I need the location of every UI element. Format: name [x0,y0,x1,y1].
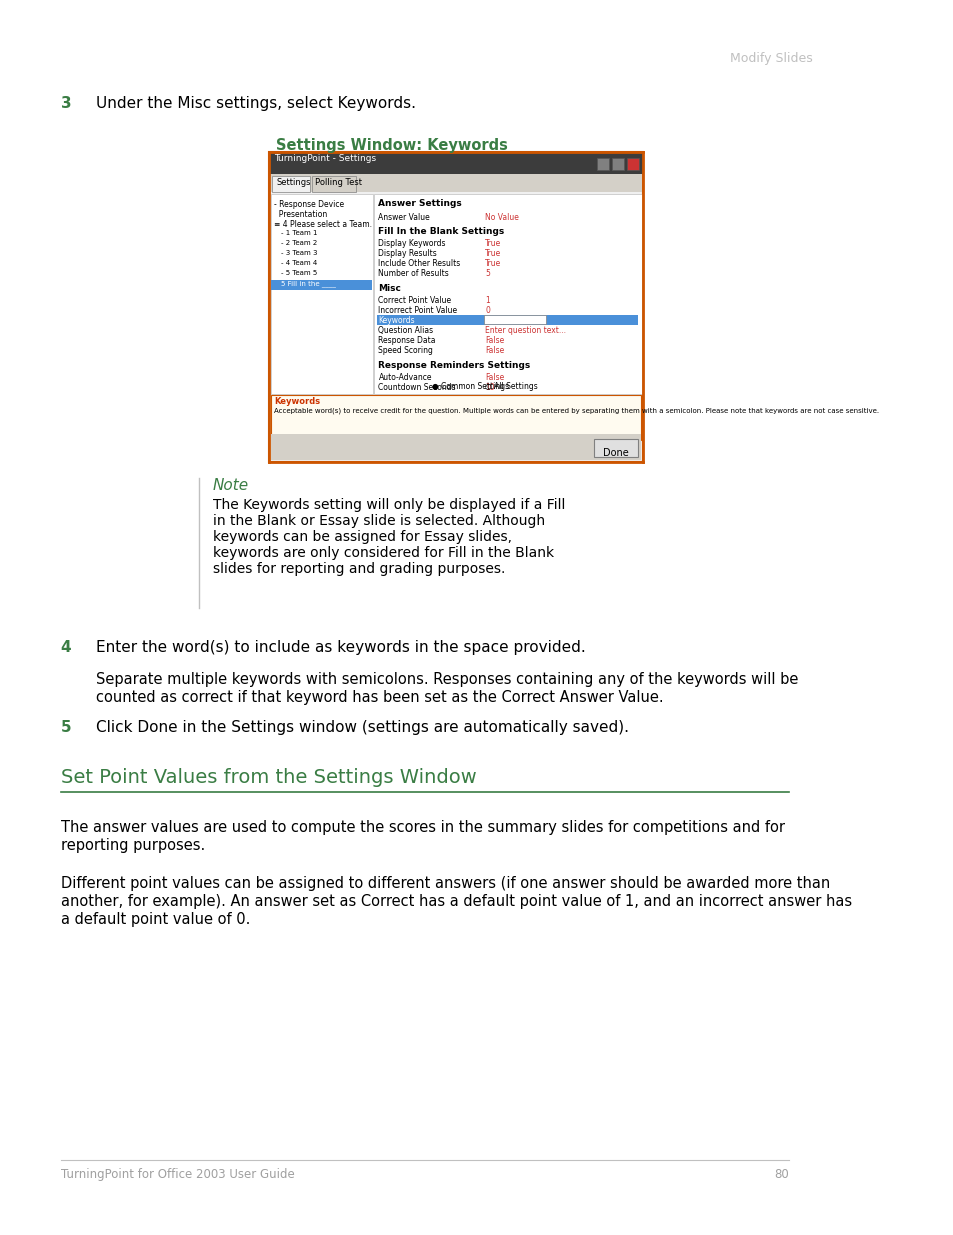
Text: True: True [485,259,501,268]
Text: Answer Settings: Answer Settings [378,199,461,207]
Text: 3: 3 [60,96,71,111]
Text: TurningPoint for Office 2003 User Guide: TurningPoint for Office 2003 User Guide [60,1168,294,1181]
Bar [374,194,641,394]
Text: ≡ 4 Please select a Team.: ≡ 4 Please select a Team. [274,220,372,228]
Text: Modify Slides: Modify Slides [729,52,812,65]
Bar [271,280,372,290]
Text: - 5 Team 5: - 5 Team 5 [281,270,317,275]
Text: a default point value of 0.: a default point value of 0. [60,911,250,927]
Text: another, for example). An answer set as Correct has a default point value of 1, : another, for example). An answer set as … [60,894,851,909]
Text: Fill In the Blank Settings: Fill In the Blank Settings [378,227,504,236]
FancyBboxPatch shape [269,152,642,462]
Text: Enter question text...: Enter question text... [485,326,566,335]
Text: ● Common Settings: ● Common Settings [432,382,509,391]
Text: Response Data: Response Data [378,336,436,345]
Text: Countdown Seconds: Countdown Seconds [378,383,456,391]
Text: Answer Value: Answer Value [378,212,430,222]
Bar [271,433,640,459]
Text: Done: Done [602,448,628,458]
Text: Misc: Misc [378,284,401,293]
Text: Number of Results: Number of Results [378,269,449,278]
Text: Presentation: Presentation [274,210,327,219]
Text: keywords are only considered for Fill in the Blank: keywords are only considered for Fill in… [213,546,554,559]
Text: Separate multiple keywords with semicolons. Responses containing any of the keyw: Separate multiple keywords with semicolo… [96,672,798,687]
Bar [271,194,373,394]
Bar [626,158,639,170]
Text: ○ All Settings: ○ All Settings [485,382,537,391]
Bar [270,174,641,191]
Text: slides for reporting and grading purposes.: slides for reporting and grading purpose… [213,562,505,576]
Text: Question Alias: Question Alias [378,326,433,335]
Text: - 2 Team 2: - 2 Team 2 [281,240,317,246]
Text: Set Point Values from the Settings Window: Set Point Values from the Settings Windo… [60,768,476,787]
Text: reporting purposes.: reporting purposes. [60,839,205,853]
Text: Display Keywords: Display Keywords [378,240,445,248]
Text: Keywords: Keywords [274,396,320,406]
Text: 80: 80 [774,1168,788,1181]
Text: Settings: Settings [275,178,311,186]
Bar [596,158,608,170]
Text: counted as correct if that keyword has been set as the Correct Answer Value.: counted as correct if that keyword has b… [96,690,663,705]
Bar [611,158,623,170]
Text: Acceptable word(s) to receive credit for the question. Multiple words can be ent: Acceptable word(s) to receive credit for… [274,408,879,414]
Bar [269,152,642,174]
Text: False: False [485,336,504,345]
Text: 5: 5 [60,720,71,735]
Text: Under the Misc settings, select Keywords.: Under the Misc settings, select Keywords… [96,96,416,111]
Text: Incorrect Point Value: Incorrect Point Value [378,306,457,315]
Text: Correct Point Value: Correct Point Value [378,296,451,305]
Text: in the Blank or Essay slide is selected. Although: in the Blank or Essay slide is selected.… [213,514,544,529]
Text: Polling Test: Polling Test [314,178,362,186]
Text: 1: 1 [485,296,490,305]
Text: The answer values are used to compute the scores in the summary slides for compe: The answer values are used to compute th… [60,820,783,835]
Text: Enter the word(s) to include as keywords in the space provided.: Enter the word(s) to include as keywords… [96,640,585,655]
Text: 5: 5 [485,269,490,278]
FancyBboxPatch shape [312,177,355,191]
Text: Click Done in the Settings window (settings are automatically saved).: Click Done in the Settings window (setti… [96,720,629,735]
Text: True: True [485,249,501,258]
Text: True: True [485,240,501,248]
Text: Auto-Advance: Auto-Advance [378,373,432,382]
Text: - 1 Team 1: - 1 Team 1 [281,230,317,236]
Text: Note: Note [213,478,249,493]
Bar [271,395,640,440]
Text: 5 Fill in the ____: 5 Fill in the ____ [281,280,335,287]
Text: - 3 Team 3: - 3 Team 3 [281,249,317,256]
FancyBboxPatch shape [594,438,638,457]
Bar [483,315,545,324]
Text: No Value: No Value [485,212,518,222]
Text: - 4 Team 4: - 4 Team 4 [281,261,317,266]
Text: Include Other Results: Include Other Results [378,259,460,268]
Text: Display Results: Display Results [378,249,436,258]
Text: keywords can be assigned for Essay slides,: keywords can be assigned for Essay slide… [213,530,512,543]
Text: Speed Scoring: Speed Scoring [378,346,433,354]
Text: TurningPoint - Settings: TurningPoint - Settings [274,154,376,163]
Text: Different point values can be assigned to different answers (if one answer shoul: Different point values can be assigned t… [60,876,829,890]
Text: Response Reminders Settings: Response Reminders Settings [378,361,530,370]
Text: - Response Device: - Response Device [274,200,344,209]
Bar [376,315,637,325]
Text: Settings Window: Keywords: Settings Window: Keywords [275,138,507,153]
FancyBboxPatch shape [273,177,310,191]
Text: 4: 4 [60,640,71,655]
Text: The Keywords setting will only be displayed if a Fill: The Keywords setting will only be displa… [213,498,564,513]
Text: 0: 0 [485,306,490,315]
Text: Keywords: Keywords [378,316,415,325]
Text: False: False [485,373,504,382]
Text: False: False [485,346,504,354]
Text: 10: 10 [485,383,495,391]
